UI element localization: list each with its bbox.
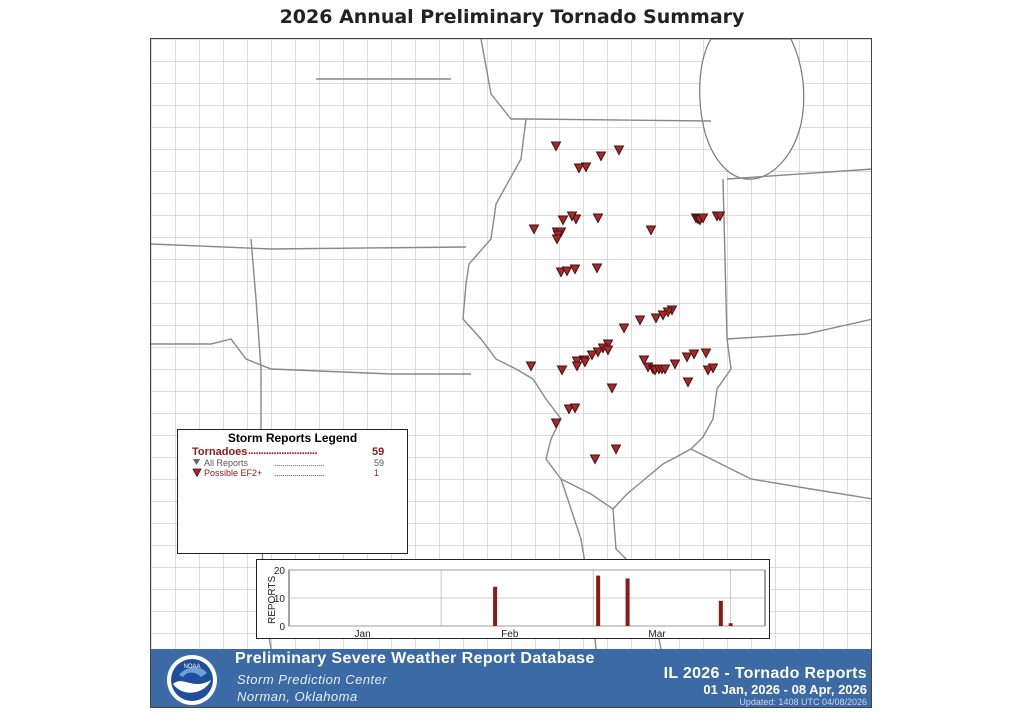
monthly-reports-chart: 0 10 20 Jan Feb Mar REPORTS bbox=[256, 559, 770, 639]
storm-reports-legend: Storm Reports Legend Tornadoes .........… bbox=[177, 429, 408, 554]
legend-all-reports-dots: ......................... bbox=[274, 458, 325, 468]
tornado-report-marker bbox=[707, 363, 719, 374]
footer-banner: NOAA Preliminary Severe Weather Report D… bbox=[151, 649, 871, 707]
tornado-report-marker bbox=[556, 365, 568, 376]
tornado-markers bbox=[525, 141, 726, 465]
chart-bar bbox=[625, 578, 630, 626]
legend-ef2-count: 1 bbox=[374, 468, 380, 478]
report-title: IL 2026 - Tornado Reports bbox=[663, 665, 867, 682]
tornado-report-marker bbox=[595, 151, 607, 162]
tornado-report-marker bbox=[618, 323, 630, 334]
tornado-report-marker bbox=[669, 359, 681, 370]
tornado-report-marker bbox=[573, 163, 585, 174]
tornado-report-marker bbox=[657, 310, 669, 321]
organization-name: Storm Prediction Center bbox=[237, 672, 388, 687]
triangle-icon bbox=[192, 468, 202, 478]
tornado-report-marker bbox=[569, 403, 581, 414]
tornado-report-marker bbox=[571, 361, 583, 372]
map-title: 2026 Annual Preliminary Tornado Summary bbox=[279, 6, 745, 28]
tornado-report-marker bbox=[551, 234, 563, 245]
report-date-range: 01 Jan, 2026 - 08 Apr, 2026 bbox=[703, 682, 867, 697]
reports-histogram: 0 10 20 Jan Feb Mar REPORTS bbox=[267, 566, 766, 638]
tornado-report-marker bbox=[610, 444, 622, 455]
tornado-report-marker bbox=[700, 348, 712, 359]
map-frame: Storm Reports Legend Tornadoes .........… bbox=[150, 38, 872, 708]
tornado-report-marker bbox=[659, 364, 671, 375]
legend-ef2-label: Possible EF2+ bbox=[204, 468, 263, 478]
legend-ef2-dots: ......................... bbox=[274, 468, 325, 478]
tornado-report-marker bbox=[602, 345, 614, 356]
tornado-report-marker bbox=[606, 383, 618, 394]
chart-y-tick-label: 10 bbox=[274, 594, 286, 605]
tornado-report-marker bbox=[579, 357, 591, 368]
database-title: Preliminary Severe Weather Report Databa… bbox=[235, 650, 595, 667]
chart-x-tick-label: Jan bbox=[355, 629, 371, 638]
tornado-report-marker bbox=[682, 377, 694, 388]
chart-y-tick-label: 0 bbox=[279, 622, 285, 633]
updated-timestamp: Updated: 1408 UTC 04/08/2026 bbox=[739, 697, 867, 707]
legend-tornadoes-dots: ........................... bbox=[248, 445, 318, 457]
tornado-report-marker bbox=[613, 145, 625, 156]
noaa-logo-text: NOAA bbox=[183, 664, 200, 670]
tornado-report-marker bbox=[592, 213, 604, 224]
small-triangle-icon bbox=[193, 459, 200, 465]
chart-bar bbox=[596, 575, 601, 626]
legend-title: Storm Reports Legend bbox=[227, 431, 358, 445]
tornado-report-marker bbox=[555, 267, 567, 278]
tornado-report-marker bbox=[561, 266, 573, 277]
chart-x-tick-label: Feb bbox=[501, 629, 519, 638]
base-map bbox=[151, 39, 871, 649]
legend-tornadoes-label: Tornadoes bbox=[192, 446, 248, 458]
legend-all-reports-label: All Reports bbox=[204, 458, 249, 468]
tornado-report-marker bbox=[681, 352, 693, 363]
tornado-report-marker bbox=[589, 454, 601, 465]
tornado-report-marker bbox=[557, 215, 569, 226]
chart-bar bbox=[493, 586, 498, 626]
tornado-report-marker bbox=[571, 356, 583, 367]
tornado-report-marker bbox=[550, 418, 562, 429]
tornado-report-marker bbox=[569, 264, 581, 275]
tornado-report-marker bbox=[634, 315, 646, 326]
tornado-report-marker bbox=[550, 141, 562, 152]
tornado-report-marker bbox=[528, 224, 540, 235]
tornado-report-marker bbox=[525, 361, 537, 372]
legend-tornadoes-count: 59 bbox=[372, 446, 385, 458]
tornado-report-marker bbox=[566, 211, 578, 222]
tornado-report-marker bbox=[638, 355, 650, 366]
tornado-report-marker bbox=[688, 349, 700, 360]
tornado-report-marker bbox=[650, 313, 662, 324]
tornado-report-marker bbox=[580, 162, 592, 173]
organization-location: Norman, Oklahoma bbox=[237, 689, 358, 704]
lake-michigan bbox=[699, 39, 805, 180]
chart-y-tick-label: 20 bbox=[274, 566, 286, 577]
chart-x-tick-label: Mar bbox=[648, 629, 666, 638]
tornado-report-marker bbox=[591, 263, 603, 274]
chart-bar bbox=[728, 623, 733, 626]
tornado-report-marker bbox=[563, 404, 575, 415]
tornado-report-marker bbox=[645, 225, 657, 236]
chart-bar bbox=[718, 600, 723, 626]
legend-all-reports-count: 59 bbox=[374, 458, 385, 468]
tornado-report-marker bbox=[697, 213, 709, 224]
tornado-report-marker bbox=[586, 350, 598, 361]
tornado-report-marker bbox=[714, 211, 726, 222]
chart-y-axis-label: REPORTS bbox=[267, 576, 278, 624]
noaa-logo-icon: NOAA bbox=[167, 655, 217, 705]
